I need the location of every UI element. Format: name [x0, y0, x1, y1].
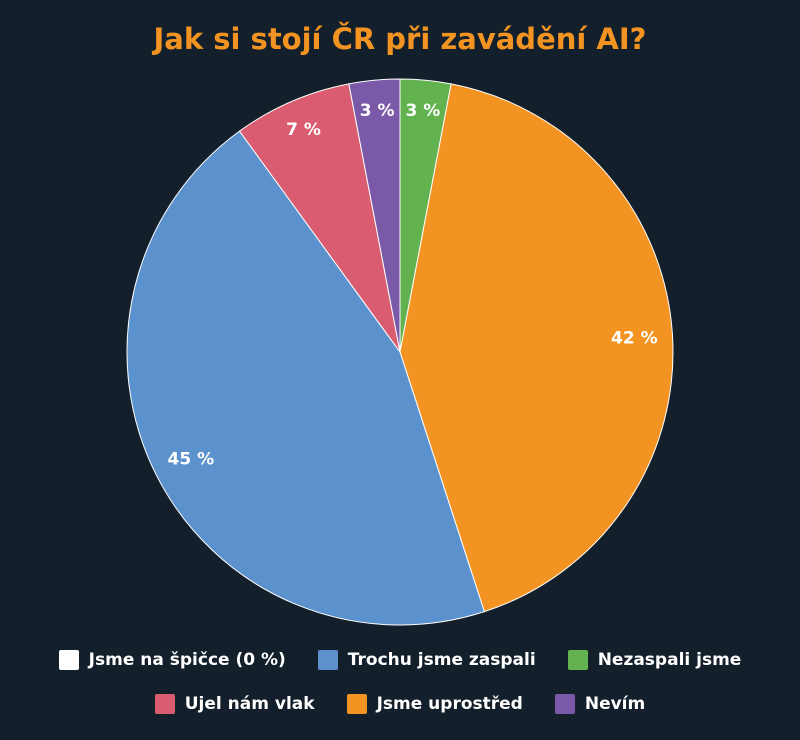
legend-item[interactable]: Ujel nám vlak: [154, 694, 315, 714]
pie-slice: [399, 83, 674, 613]
data-label: 45 %: [168, 450, 215, 470]
pie-slice: [348, 78, 401, 353]
legend-swatch: [58, 650, 79, 670]
legend-item[interactable]: Nezaspali jsme: [567, 650, 742, 670]
legend-label: Jsme uprostřed: [376, 694, 523, 714]
legend-label: Nezaspali jsme: [597, 650, 742, 670]
legend-swatch: [346, 694, 367, 714]
legend-item[interactable]: Jsme uprostřed: [346, 694, 523, 714]
legend-swatch: [317, 650, 338, 670]
legend-label: Ujel nám vlak: [184, 694, 315, 714]
legend-swatch: [154, 694, 175, 714]
legend-item[interactable]: Jsme na špičce (0 %): [58, 650, 286, 670]
pie-slice: [126, 130, 485, 626]
legend-label: Trochu jsme zaspali: [347, 650, 536, 670]
legend-swatch: [554, 694, 575, 714]
data-label: 42 %: [611, 328, 658, 348]
pie-chart: 3 % 42 % 45 % 7 % 3 %: [126, 78, 674, 626]
pie-slice: [238, 83, 401, 353]
legend-row: Ujel nám vlak Jsme uprostřed Nevím: [0, 694, 800, 714]
legend-item[interactable]: Nevím: [554, 694, 646, 714]
data-label: 3 %: [405, 101, 440, 121]
legend-label: Nevím: [584, 694, 646, 714]
legend-row: Jsme na špičce (0 %) Trochu jsme zaspali N…: [0, 650, 800, 670]
data-label: 3 %: [360, 101, 395, 121]
legend-item[interactable]: Trochu jsme zaspali: [317, 650, 536, 670]
data-label: 7 %: [286, 120, 321, 140]
legend-label: Jsme na špičce (0 %): [88, 650, 286, 670]
chart-title: Jak si stojí ČR při zavádění AI?: [153, 22, 647, 56]
legend-swatch: [567, 650, 588, 670]
